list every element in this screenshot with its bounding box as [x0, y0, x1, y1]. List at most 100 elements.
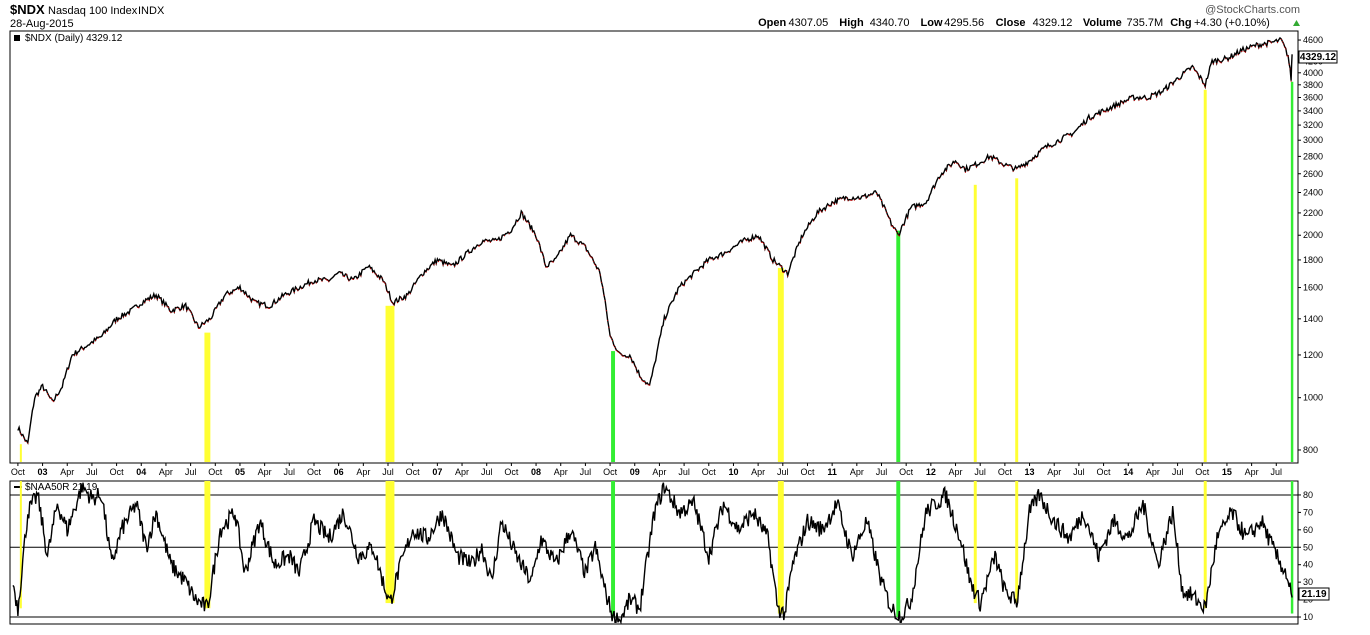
time-tick-label: 04 [136, 467, 146, 477]
stat-value: 4307.05 [789, 17, 829, 29]
indicator-tick-label: 40 [1303, 560, 1313, 570]
indicator-tick-label: 50 [1303, 542, 1313, 552]
time-tick-label: Oct [800, 467, 815, 477]
price-tick-label: 1400 [1303, 314, 1323, 324]
indicator-highlight-bar [611, 481, 616, 618]
time-tick-label: Jul [481, 467, 493, 477]
price-tick-label: 2800 [1303, 151, 1323, 161]
indicator-panel-frame [9, 480, 1299, 625]
indicator-highlights [19, 481, 1294, 618]
price-legend: $NDX (Daily) 4329.12 [14, 33, 123, 44]
price-highlight-bar [385, 305, 395, 462]
time-tick-label: 13 [1025, 467, 1035, 477]
time-tick-label: Oct [1097, 467, 1112, 477]
price-panel-frame [9, 30, 1299, 464]
time-tick-label: Apr [1047, 467, 1061, 477]
indicator-tick-label: 60 [1303, 525, 1313, 535]
price-series-line [17, 36, 1293, 445]
time-tick-label: Jul [284, 467, 296, 477]
indicator-highlight-bar [1203, 481, 1207, 609]
price-tick-label: 2400 [1303, 188, 1323, 198]
indicator-highlight-bar [1015, 481, 1019, 604]
time-tick-label: Jul [777, 467, 789, 477]
price-tick-label: 2200 [1303, 208, 1323, 218]
time-tick-label: Oct [110, 467, 125, 477]
time-tick-label: Oct [998, 467, 1013, 477]
time-tick-label: 03 [38, 467, 48, 477]
indicator-y-axis: 1020304050607080 [1298, 490, 1313, 622]
time-tick-label: 14 [1123, 467, 1133, 477]
chart-date: 28-Aug-2015 [10, 18, 74, 30]
time-tick-label: Jul [974, 467, 986, 477]
indicator-last-box [1298, 587, 1330, 601]
indicator-panel: $NAA50R 21.19 1020304050607080 21.19 [9, 480, 1330, 625]
symbol: $NDX [10, 2, 45, 17]
time-tick-label: Apr [850, 467, 864, 477]
indicator-highlight-bar [204, 481, 211, 609]
time-tick-label: Oct [702, 467, 717, 477]
price-tick-label: 1200 [1303, 350, 1323, 360]
time-tick-label: Apr [356, 467, 370, 477]
time-tick-label: Oct [11, 467, 26, 477]
price-last-value: 4329.12 [1300, 52, 1337, 63]
indicator-tick-label: 80 [1303, 490, 1313, 500]
time-tick-label: 15 [1222, 467, 1232, 477]
stat-label: High [839, 17, 864, 29]
stat-value: 4340.70 [870, 17, 910, 29]
price-tick-label: 3400 [1303, 106, 1323, 116]
exchange: INDX [138, 5, 165, 17]
time-tick-label: Oct [1195, 467, 1210, 477]
indicator-reference-lines [10, 494, 1298, 618]
time-tick-label: Apr [751, 467, 765, 477]
price-highlight-bar [204, 332, 211, 462]
time-tick-label: Jul [876, 467, 888, 477]
price-tick-label: 800 [1303, 445, 1318, 455]
time-tick-label: 12 [926, 467, 936, 477]
time-tick-label: Jul [382, 467, 394, 477]
price-tick-label: 4600 [1303, 35, 1323, 45]
price-highlight-bar [896, 230, 901, 462]
watermark: @StockCharts.com [1205, 4, 1300, 16]
indicator-series-line [12, 482, 1293, 625]
price-tick-label: 1000 [1303, 393, 1323, 403]
stat-value: 735.7M [1127, 17, 1164, 29]
time-tick-label: 09 [630, 467, 640, 477]
indicator-label: $NAA50R 21.19 [25, 482, 98, 493]
stat-value: +4.30 (+0.10%) [1194, 17, 1270, 29]
price-tick-label: 2600 [1303, 169, 1323, 179]
price-last-badge: 4329.12 [1298, 50, 1338, 64]
indicator-highlight-bar [1290, 481, 1294, 614]
time-tick-label: 06 [334, 467, 344, 477]
time-tick-label: Oct [603, 467, 618, 477]
time-tick-label: 10 [728, 467, 738, 477]
price-tick-label: 3000 [1303, 135, 1323, 145]
time-tick-label: Apr [652, 467, 666, 477]
time-tick-label: Oct [208, 467, 223, 477]
price-down-bars [19, 38, 1292, 445]
stat-label: Close [996, 17, 1026, 29]
price-highlights [19, 81, 1294, 462]
time-tick-label: Jul [1073, 467, 1085, 477]
price-y-axis: 800 1000 1200 1400 1600 1800 2000 2200 2400 2600 2… [1298, 35, 1323, 455]
index-name: Nasdaq 100 Index [48, 5, 138, 17]
price-highlight-bar [1015, 178, 1019, 462]
indicator-tick-label: 70 [1303, 507, 1313, 517]
price-tick-label: 3800 [1303, 80, 1323, 90]
time-tick-label: Jul [1172, 467, 1184, 477]
time-tick-label: Jul [86, 467, 98, 477]
indicator-last-value: 21.19 [1301, 589, 1326, 600]
price-highlight-bar [19, 444, 22, 462]
time-tick-label: Jul [185, 467, 197, 477]
stat-label: Open [758, 17, 786, 29]
time-tick-label: Apr [949, 467, 963, 477]
time-axis: Oct 03 Apr Jul Oct 04 Apr Jul Oct 05 Apr Jul Oct 06 Ap… [10, 462, 1298, 477]
time-tick-label: 07 [432, 467, 442, 477]
price-label: $NDX (Daily) 4329.12 [25, 33, 123, 44]
indicator-tick-label: 10 [1303, 612, 1313, 622]
price-tick-label: 4000 [1303, 68, 1323, 78]
indicator-tick-label: 30 [1303, 577, 1313, 587]
price-highlight-bar [1290, 81, 1294, 462]
price-panel: $NDX (Daily) 4329.12 800 1000 1200 1400 1600… [9, 30, 1338, 464]
time-tick-label: Apr [1146, 467, 1160, 477]
time-tick-label: Oct [504, 467, 519, 477]
